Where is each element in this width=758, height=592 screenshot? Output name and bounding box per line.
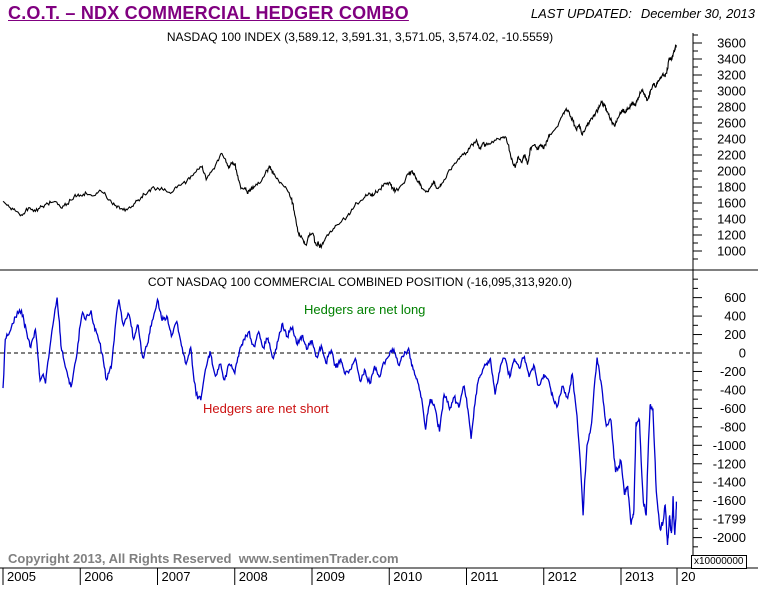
- x-tick-label: 2010: [393, 569, 422, 584]
- y-tick-label: -2000: [713, 530, 746, 545]
- x-tick-label: 2007: [162, 569, 191, 584]
- y-tick-label: 1400: [717, 212, 746, 227]
- bottom-panel-title: COT NASDAQ 100 COMMERCIAL COMBINED POSIT…: [147, 275, 573, 289]
- y-tick-label: 3400: [717, 52, 746, 67]
- last-updated-label: LAST UPDATED:: [530, 6, 632, 21]
- y-tick-label: 400: [724, 309, 746, 324]
- y-tick-label: -200: [720, 364, 746, 379]
- x-tick-label: 2005: [7, 569, 36, 584]
- x-tick-label: 2009: [316, 569, 345, 584]
- nasdaq-price-line: [2, 43, 677, 250]
- y-tick-label: -1799: [713, 512, 746, 527]
- y-tick-label: 1600: [717, 196, 746, 211]
- top-panel-title: NASDAQ 100 INDEX (3,589.12, 3,591.31, 3,…: [166, 30, 554, 44]
- x-tick-label: 2012: [548, 569, 577, 584]
- y-tick-label: -1000: [713, 438, 746, 453]
- copyright-notice: Copyright 2013, All Rights Reserved www.…: [8, 551, 399, 566]
- annotation-hedgers-net-short: Hedgers are net short: [203, 401, 329, 416]
- x-tick-label: 2011: [471, 569, 499, 584]
- x-tick-label: 2006: [84, 569, 113, 584]
- y-tick-label: 2800: [717, 100, 746, 115]
- y-tick-label: 2200: [717, 148, 746, 163]
- y-tick-label: -1600: [713, 493, 746, 508]
- y-tick-label: 0: [739, 346, 746, 361]
- y-tick-label: -600: [720, 401, 746, 416]
- top-y-axis: 3600340032003000280026002400220020001800…: [693, 34, 746, 260]
- page-title: C.O.T. – NDX COMMERCIAL HEDGER COMBO: [8, 3, 409, 23]
- y-tick-label: 600: [724, 290, 746, 305]
- y-tick-label: 3000: [717, 84, 746, 99]
- last-updated-value: December 30, 2013: [640, 6, 755, 21]
- y-tick-label: 200: [724, 327, 746, 342]
- y-tick-label: 1800: [717, 180, 746, 195]
- y-tick-label: 2600: [717, 116, 746, 131]
- y-tick-label: 1000: [717, 244, 746, 259]
- y-tick-label: -800: [720, 419, 746, 434]
- y-tick-label: 2000: [717, 164, 746, 179]
- annotation-hedgers-net-long: Hedgers are net long: [304, 302, 426, 317]
- x-tick-label: 20: [681, 569, 695, 584]
- y-tick-label: 3200: [717, 68, 746, 83]
- cot-position-line: [2, 297, 678, 546]
- y-tick-label: 2400: [717, 132, 746, 147]
- y-tick-label: -1400: [713, 475, 746, 490]
- x-tick-label: 2008: [239, 569, 268, 584]
- x-axis-ticks: 2005 2006 2007 2008 2009 2010 2011 2012 2013 20: [2, 568, 695, 585]
- y-tick-label: 3600: [717, 36, 746, 51]
- x-tick-label: 2013: [625, 569, 654, 584]
- y-tick-label: 1200: [717, 228, 746, 243]
- y-tick-label: -400: [720, 382, 746, 397]
- y-tick-label: -1200: [713, 456, 746, 471]
- last-updated: LAST UPDATED: December 30, 2013: [531, 6, 755, 21]
- y-axis-multiplier-badge: x10000000: [691, 555, 747, 569]
- bottom-y-axis: 600 400 200 0 -200 -400 -600 -800 -1000 -1200 -140…: [693, 278, 746, 548]
